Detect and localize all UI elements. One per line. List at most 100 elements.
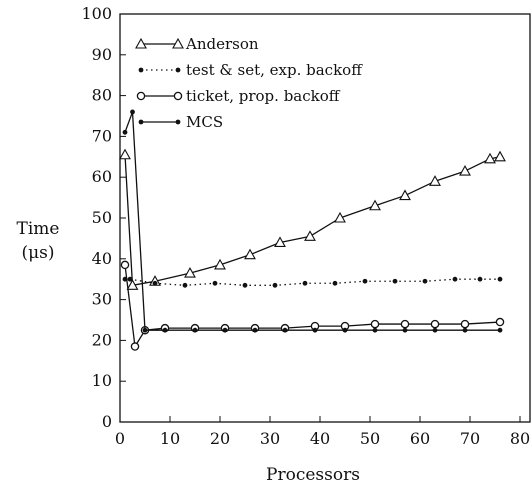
data-point	[484, 152, 496, 164]
data-point	[495, 317, 505, 327]
data-point	[182, 282, 188, 288]
data-point	[430, 319, 440, 329]
data-point	[342, 327, 348, 333]
data-point	[120, 260, 130, 270]
series-line	[124, 154, 501, 286]
data-point	[400, 319, 410, 329]
y-tick-label: 80	[92, 86, 112, 105]
y-tick-label: 0	[102, 412, 112, 431]
x-tick-label: 50	[360, 429, 380, 448]
data-point	[462, 327, 468, 333]
data-point	[459, 164, 471, 176]
series-line	[124, 264, 501, 348]
data-point	[184, 266, 196, 278]
legend-marker	[175, 67, 181, 73]
x-axis-title: Processors	[266, 465, 360, 485]
x-tick-label: 0	[115, 429, 125, 448]
data-point	[422, 278, 428, 284]
y-axis-title: Time	[17, 219, 60, 239]
data-point	[162, 327, 168, 333]
legend-marker	[135, 37, 147, 49]
data-point	[152, 280, 158, 286]
data-point	[304, 230, 316, 241]
x-tick-label: 60	[410, 429, 430, 448]
data-point	[242, 282, 248, 288]
legend-marker	[138, 67, 144, 73]
data-point	[392, 278, 398, 284]
y-tick-label: 30	[92, 290, 112, 309]
data-point	[212, 280, 218, 286]
data-point	[127, 276, 133, 282]
legend-entry: Anderson	[135, 35, 259, 53]
legend-label: Anderson	[185, 35, 259, 53]
data-point	[372, 327, 378, 333]
data-point	[282, 327, 288, 333]
series-layer	[119, 109, 506, 351]
legend-entry: ticket, prop. backoff	[136, 87, 341, 105]
data-point	[370, 319, 380, 329]
legend: Anderson test & set, exp. backoff ticket, …	[135, 35, 363, 131]
data-point	[477, 276, 483, 282]
legend-entry: MCS	[138, 113, 223, 131]
data-point	[126, 279, 139, 290]
series-4	[122, 109, 503, 333]
data-point	[130, 109, 135, 115]
y-tick-label: 40	[92, 249, 112, 268]
data-point	[252, 327, 258, 333]
data-point	[460, 319, 470, 329]
y-tick-label: 60	[92, 167, 112, 186]
legend-marker	[175, 119, 181, 125]
series-3	[120, 260, 505, 351]
y-tick-label: 20	[92, 330, 112, 349]
x-tick-label: 40	[310, 429, 330, 448]
data-point	[402, 327, 408, 333]
x-tick-label: 70	[460, 429, 480, 448]
data-point	[192, 327, 198, 333]
data-point	[214, 258, 226, 270]
series-line	[125, 278, 500, 286]
data-point	[399, 189, 411, 201]
data-point	[497, 327, 503, 333]
data-point	[497, 276, 503, 282]
legend-marker	[136, 91, 146, 101]
data-point	[494, 150, 506, 162]
y-tick-label: 90	[92, 45, 112, 64]
legend-marker	[172, 37, 184, 49]
data-point	[122, 129, 128, 135]
data-point	[334, 211, 346, 223]
data-point	[432, 327, 438, 333]
data-point	[452, 276, 458, 282]
data-point	[130, 342, 140, 351]
series-line	[124, 111, 500, 331]
data-point	[312, 327, 318, 333]
data-point	[272, 282, 278, 288]
data-point	[332, 280, 338, 286]
legend-marker	[138, 119, 144, 125]
data-point	[244, 248, 256, 260]
series-1	[119, 148, 506, 290]
x-tick-label: 10	[160, 429, 180, 448]
y-tick-label: 10	[92, 371, 112, 390]
legend-label: MCS	[186, 113, 223, 131]
data-point	[222, 327, 228, 333]
data-point	[302, 280, 308, 286]
x-tick-label: 20	[210, 429, 230, 448]
data-point	[369, 199, 381, 211]
legend-entry: test & set, exp. backoff	[138, 61, 363, 79]
data-point	[142, 327, 148, 333]
data-point	[362, 278, 368, 284]
x-tick-label: 30	[260, 429, 280, 448]
data-point	[119, 148, 131, 160]
legend-marker	[173, 91, 183, 101]
y-axis-unit: (μs)	[21, 243, 54, 263]
y-tick-label: 50	[92, 208, 112, 227]
legend-label: test & set, exp. backoff	[186, 61, 363, 79]
data-point	[274, 236, 286, 248]
x-tick-label: 80	[510, 429, 530, 448]
y-tick-label: 100	[81, 4, 112, 23]
data-point	[429, 175, 441, 186]
axes: 0 10 20 30 40 50 60 70 80 90 100 0 10 20 30 40 50 60 70 80	[81, 4, 531, 448]
series-2	[122, 276, 503, 288]
legend-label: ticket, prop. backoff	[186, 87, 341, 105]
